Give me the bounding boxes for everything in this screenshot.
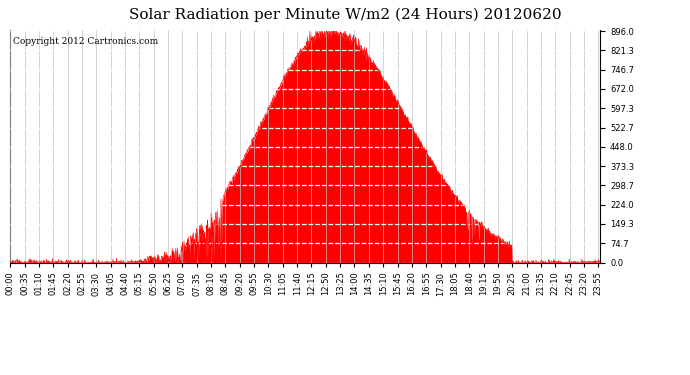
Text: Copyright 2012 Cartronics.com: Copyright 2012 Cartronics.com <box>13 37 159 46</box>
Text: Solar Radiation per Minute W/m2 (24 Hours) 20120620: Solar Radiation per Minute W/m2 (24 Hour… <box>129 8 561 22</box>
